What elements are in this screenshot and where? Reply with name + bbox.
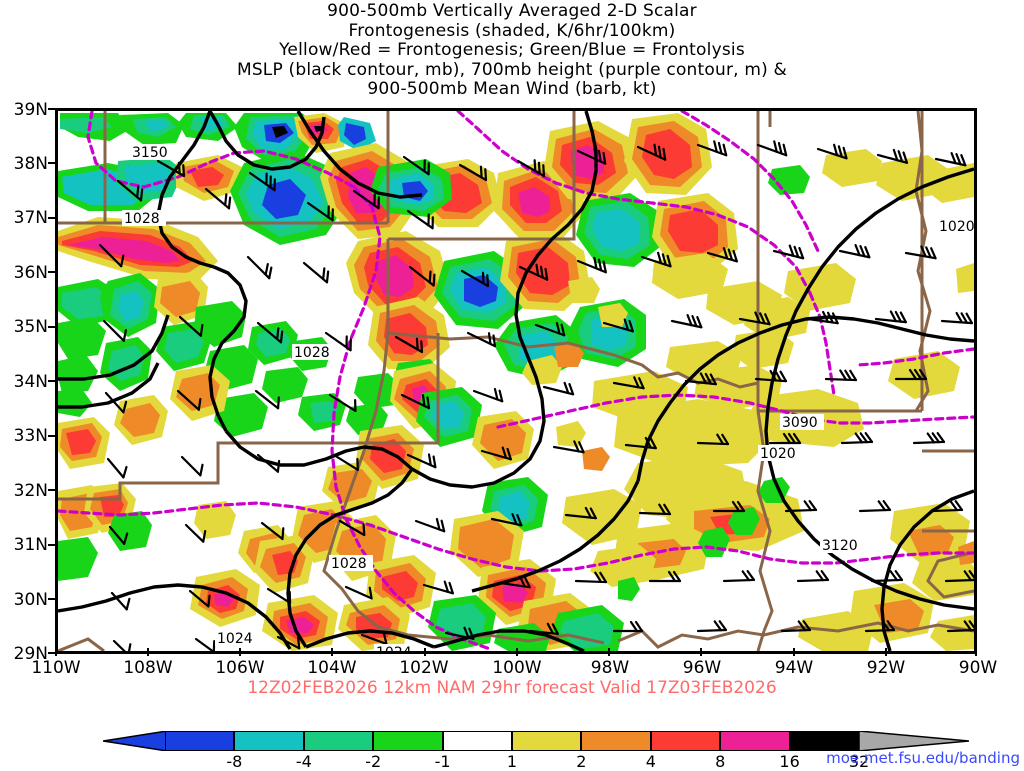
figure-title-block: 900-500mb Vertically Averaged 2-D Scalar…: [0, 1, 1024, 100]
contour-label-text: 1020: [760, 446, 796, 462]
colorbar-over-arrow: [859, 731, 969, 751]
contour-label: 1020: [937, 218, 974, 235]
lat-tick-label: 35N: [13, 317, 48, 337]
title-line-4: MSLP (black contour, mb), 700mb height (…: [236, 59, 788, 80]
contour-label: 1028: [292, 344, 336, 361]
colorbar-cell: [373, 731, 443, 751]
frontogenesis-shading: [58, 113, 974, 651]
title-line-5: 900-500mb Mean Wind (barb, kt): [367, 79, 657, 99]
lat-tick-label: 36N: [13, 263, 48, 283]
height-contours-700mb: [58, 111, 974, 651]
colorbar-tick-label: -2: [365, 752, 382, 771]
lon-tick-label: 92W: [866, 658, 906, 678]
contour-label-text: 1028: [294, 345, 330, 361]
lat-tick-label: 39N: [13, 100, 48, 120]
title-line-1: 900-500mb Vertically Averaged 2-D Scalar: [327, 1, 697, 21]
contour-label: 3090: [780, 414, 824, 431]
contour-label-text: 1028: [124, 211, 160, 227]
colorbar-tick-label: -1: [434, 752, 451, 771]
lon-tick-label: 102W: [399, 658, 449, 678]
lon-tick-label: 110W: [31, 658, 81, 678]
colorbar-cell: [234, 731, 304, 751]
lat-tick-label: 29N: [13, 644, 48, 664]
colorbar-under-arrow: [103, 731, 167, 751]
forecast-valid-text: 12Z02FEB2026 12km NAM 29hr forecast Vali…: [247, 678, 777, 698]
lon-tick-label: 100W: [492, 658, 542, 678]
lat-tick-label: 34N: [13, 372, 48, 392]
contour-label: 3150: [130, 144, 174, 161]
contour-value-labels: 3150 1028 1028 1028 1024: [122, 144, 974, 651]
contour-label-text: 3120: [822, 538, 858, 554]
colorbar-cell: [442, 731, 512, 751]
lat-tick-label: 37N: [13, 208, 48, 228]
wind-barbs: [98, 140, 974, 651]
contour-label: 1028: [329, 555, 373, 572]
colorbar-cell: [650, 731, 721, 751]
title-line-2: Frontogenesis (shaded, K/6hr/100km): [348, 20, 676, 41]
contour-label-text: 1020: [939, 219, 974, 235]
mslp-contours: [58, 111, 974, 651]
lon-tick-label: 90W: [958, 658, 998, 678]
shade-patch-group-northwest: [58, 113, 738, 379]
contour-label-text: 1024: [217, 631, 253, 647]
colorbar: -8 -4 -2 -1 1 2 4 8 16 32: [103, 731, 969, 771]
lat-tick-label: 32N: [13, 481, 48, 501]
colorbar-cell: [720, 731, 790, 751]
colorbar-tick-label: 16: [779, 752, 800, 771]
colorbar-tick-label: 4: [645, 752, 656, 771]
contour-label-text: 1028: [331, 556, 367, 572]
lon-tick-label: 96W: [682, 658, 722, 678]
colorbar-cell: [303, 731, 374, 751]
lon-tick-label: 94W: [774, 658, 814, 678]
contour-label-text: 1024: [376, 645, 412, 651]
colorbar-tick-label: 32: [848, 752, 870, 771]
source-credit-link[interactable]: moe.met.fsu.edu/banding: [826, 749, 1020, 767]
lon-tick-label: 104W: [307, 658, 357, 678]
map-plot-area: 3150 1028 1028 1028 1024: [55, 108, 977, 654]
contour-label-text: 3150: [132, 145, 168, 161]
colorbar-tick-label: 8: [715, 752, 726, 771]
lat-tick-label: 33N: [13, 426, 48, 446]
state-borders: [58, 111, 974, 651]
lat-tick-label: 31N: [13, 535, 48, 555]
colorbar-cell: [789, 731, 859, 751]
colorbar-cell: [581, 731, 651, 751]
lat-tick-label: 38N: [13, 154, 48, 174]
map-canvas: 3150 1028 1028 1028 1024: [58, 111, 974, 651]
title-line-3: Yellow/Red = Frontogenesis; Green/Blue =…: [279, 40, 745, 60]
contour-label: 1024: [374, 644, 418, 651]
colorbar-tick-label: 2: [576, 752, 587, 771]
colorbar-tick-label: 1: [506, 752, 518, 771]
contour-label: 1028: [122, 210, 166, 227]
colorbar-cell: [165, 731, 235, 751]
contour-label: 1024: [215, 630, 259, 647]
lat-tick-label: 30N: [13, 590, 48, 610]
colorbar-tick-label: -4: [295, 752, 312, 771]
lon-tick-label: 98W: [590, 658, 630, 678]
lon-tick-label: 108W: [123, 658, 173, 678]
colorbar-cell: [512, 731, 582, 751]
lon-tick-label: 106W: [215, 658, 265, 678]
colorbar-tick-label: -8: [226, 752, 243, 771]
contour-label-text: 3090: [782, 415, 818, 431]
contour-label: 1020: [758, 445, 802, 462]
contour-label: 3120: [820, 537, 864, 554]
